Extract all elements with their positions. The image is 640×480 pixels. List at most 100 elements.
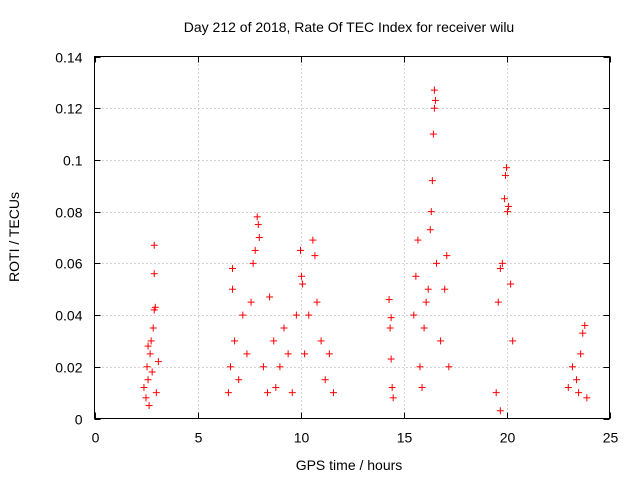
data-point — [414, 236, 422, 244]
y-tick-label: 0.06 — [55, 256, 82, 272]
y-tick-label: 0 — [75, 412, 83, 428]
y-tick-label: 0.08 — [55, 205, 82, 221]
data-point — [431, 96, 439, 104]
data-point — [420, 324, 428, 332]
y-tick-label: 0.12 — [55, 101, 82, 117]
data-points — [140, 86, 591, 415]
data-point — [309, 236, 317, 244]
chart-title: Day 212 of 2018, Rate Of TEC Index for r… — [184, 19, 514, 35]
data-point — [389, 394, 397, 402]
data-point — [243, 350, 251, 358]
data-point — [146, 350, 154, 358]
data-point — [235, 376, 243, 384]
data-point — [430, 104, 438, 112]
y-tick-label: 0.04 — [55, 308, 82, 324]
data-point — [152, 389, 160, 397]
data-point — [229, 265, 237, 273]
data-point — [573, 376, 581, 384]
data-point — [297, 246, 304, 254]
data-point — [503, 164, 510, 172]
data-point — [305, 311, 313, 319]
data-point — [568, 363, 576, 371]
data-point — [443, 252, 451, 260]
data-point — [492, 389, 500, 397]
data-point — [416, 363, 424, 371]
data-point — [313, 298, 321, 306]
data-point — [259, 363, 267, 371]
data-point — [229, 285, 237, 293]
data-point — [505, 202, 513, 210]
data-point — [276, 363, 284, 371]
data-point — [581, 321, 589, 329]
x-tick-label: 25 — [603, 430, 619, 446]
data-point — [154, 358, 162, 366]
data-point — [288, 389, 296, 397]
x-axis-label: GPS time / hours — [296, 457, 403, 473]
data-point — [422, 298, 430, 306]
x-tick-label: 10 — [294, 430, 310, 446]
data-point — [239, 311, 247, 319]
data-point — [579, 329, 587, 337]
data-point — [311, 252, 319, 260]
data-point — [264, 389, 272, 397]
data-point — [145, 402, 153, 410]
data-point — [432, 259, 440, 267]
y-tick-label: 0.02 — [55, 360, 82, 376]
data-point — [509, 337, 517, 345]
data-point — [272, 383, 280, 391]
data-point — [496, 265, 504, 273]
axis-ticks: 0 5 10 15 20 25 0 0.02 0.04 0.06 0.08 0.1 0.12 0.14 — [55, 50, 618, 446]
data-point — [430, 86, 438, 94]
x-tick-label: 5 — [195, 430, 203, 446]
data-point — [500, 195, 508, 203]
data-point — [247, 298, 255, 306]
data-point — [226, 363, 234, 371]
data-point — [280, 324, 288, 332]
data-point — [266, 293, 274, 301]
data-point — [575, 389, 583, 397]
data-point — [429, 130, 437, 138]
data-point — [325, 350, 333, 358]
y-axis-label: ROTI / TECUs — [6, 192, 22, 282]
data-point — [437, 337, 445, 345]
data-point — [284, 350, 292, 358]
data-point — [317, 337, 325, 345]
data-point — [144, 376, 152, 384]
x-tick-label: 15 — [397, 430, 413, 446]
data-point — [494, 298, 502, 306]
data-point — [445, 363, 453, 371]
data-point — [441, 285, 449, 293]
plot-frame — [94, 56, 610, 419]
data-point — [496, 407, 504, 415]
data-point — [151, 303, 159, 311]
data-point — [412, 272, 420, 280]
data-point — [143, 363, 151, 371]
data-point — [504, 208, 512, 216]
data-point — [418, 383, 426, 391]
data-point — [149, 324, 157, 332]
data-point — [148, 368, 156, 376]
data-point — [150, 241, 158, 249]
data-point — [292, 311, 300, 319]
y-tick-label: 0.1 — [63, 153, 83, 169]
data-point — [224, 389, 232, 397]
data-point — [321, 376, 329, 384]
x-tick-label: 0 — [92, 430, 100, 446]
data-point — [427, 208, 435, 216]
data-point — [424, 285, 432, 293]
data-point — [270, 337, 278, 345]
data-point — [298, 272, 306, 280]
data-point — [507, 280, 515, 288]
data-point — [249, 259, 257, 267]
data-point — [299, 280, 307, 288]
data-point — [501, 171, 509, 179]
y-tick-label: 0.14 — [55, 50, 82, 66]
data-point — [231, 337, 239, 345]
x-tick-label: 20 — [500, 430, 516, 446]
data-point — [583, 394, 591, 402]
data-point — [410, 311, 418, 319]
data-point — [254, 221, 262, 229]
